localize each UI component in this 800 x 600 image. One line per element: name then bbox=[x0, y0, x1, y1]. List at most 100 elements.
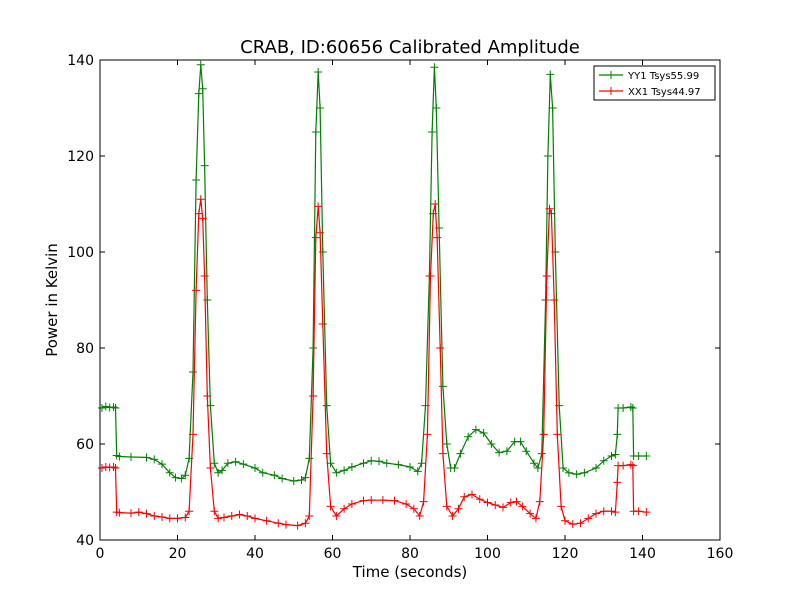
data-point bbox=[198, 214, 207, 223]
data-point bbox=[316, 104, 325, 112]
data-point bbox=[450, 464, 459, 472]
data-point bbox=[409, 504, 418, 513]
data-point bbox=[223, 459, 232, 468]
data-point bbox=[599, 507, 608, 516]
data-point bbox=[185, 507, 194, 516]
data-point bbox=[611, 508, 620, 517]
data-point bbox=[516, 437, 525, 446]
data-point bbox=[557, 502, 566, 511]
data-point bbox=[262, 516, 271, 525]
data-point bbox=[428, 128, 437, 136]
data-point bbox=[192, 286, 201, 295]
data-point bbox=[530, 459, 538, 468]
data-point bbox=[479, 428, 488, 437]
data-point bbox=[464, 432, 473, 441]
data-point bbox=[402, 500, 411, 508]
legend-box bbox=[593, 65, 716, 101]
data-point bbox=[576, 519, 585, 528]
plot-series bbox=[97, 60, 651, 530]
data-point bbox=[322, 449, 331, 458]
data-point bbox=[305, 512, 314, 520]
data-point bbox=[607, 507, 616, 516]
data-point bbox=[642, 452, 651, 460]
data-point bbox=[642, 508, 651, 517]
data-point bbox=[394, 460, 403, 469]
y-tick-label: 120 bbox=[67, 149, 94, 165]
data-point bbox=[235, 510, 244, 519]
legend: YY1 Tsys55.99 XX1 Tsys44.97 bbox=[593, 65, 716, 101]
data-point bbox=[619, 404, 628, 412]
data-point bbox=[634, 507, 643, 516]
data-point bbox=[522, 447, 531, 456]
data-point bbox=[628, 461, 637, 470]
data-point bbox=[495, 448, 504, 457]
data-point bbox=[196, 195, 205, 204]
data-point bbox=[200, 272, 209, 280]
data-point bbox=[301, 519, 310, 528]
data-point bbox=[198, 84, 207, 93]
data-point bbox=[111, 404, 120, 412]
data-point bbox=[499, 503, 507, 512]
data-point bbox=[483, 498, 492, 507]
data-point bbox=[423, 430, 432, 439]
data-point bbox=[311, 233, 320, 242]
x-tick-label: 20 bbox=[169, 546, 187, 562]
x-tick-label: 0 bbox=[96, 546, 105, 562]
data-point bbox=[547, 209, 556, 218]
y-tick-label: 60 bbox=[76, 437, 94, 453]
data-point bbox=[171, 473, 180, 482]
data-point bbox=[318, 320, 327, 328]
data-point bbox=[177, 474, 186, 483]
data-point bbox=[142, 509, 151, 518]
data-point bbox=[189, 368, 197, 376]
data-point bbox=[471, 425, 480, 434]
data-point bbox=[613, 478, 622, 487]
data-point bbox=[340, 466, 349, 475]
data-point bbox=[367, 456, 376, 465]
series-1 bbox=[97, 195, 651, 530]
data-point bbox=[165, 514, 174, 523]
data-point bbox=[282, 520, 290, 529]
data-point bbox=[189, 430, 197, 439]
y-tick-label: 40 bbox=[76, 533, 94, 549]
data-point bbox=[251, 464, 259, 472]
data-point bbox=[430, 63, 439, 72]
data-point bbox=[438, 449, 447, 458]
data-point bbox=[436, 344, 445, 352]
x-axis-label: Time (seconds) bbox=[352, 563, 468, 581]
data-point bbox=[584, 514, 593, 523]
data-point bbox=[442, 502, 451, 511]
data-point bbox=[454, 504, 463, 513]
data-point bbox=[359, 496, 368, 505]
data-point bbox=[347, 500, 356, 508]
data-point bbox=[314, 202, 323, 211]
data-point bbox=[526, 509, 535, 518]
data-point bbox=[293, 521, 302, 530]
data-point bbox=[553, 430, 562, 439]
legend-entry-1: XX1 Tsys44.97 bbox=[599, 87, 701, 98]
x-tick-label: 60 bbox=[324, 546, 342, 562]
data-point bbox=[592, 464, 600, 472]
data-point bbox=[142, 453, 151, 462]
data-point bbox=[559, 464, 568, 472]
legend-entry-0: YY1 Tsys55.99 bbox=[599, 71, 699, 82]
data-point bbox=[158, 460, 166, 469]
data-point bbox=[301, 473, 310, 482]
data-point bbox=[309, 344, 318, 352]
data-point bbox=[487, 440, 496, 448]
data-point bbox=[192, 176, 201, 184]
legend-marker bbox=[607, 87, 615, 95]
data-point bbox=[628, 404, 637, 412]
data-point bbox=[127, 452, 135, 461]
x-tick-label: 160 bbox=[707, 546, 734, 562]
y-tick-label: 140 bbox=[67, 53, 94, 69]
data-point bbox=[194, 89, 203, 98]
data-point bbox=[546, 70, 555, 79]
data-point bbox=[218, 466, 227, 475]
data-point bbox=[580, 468, 589, 477]
data-point bbox=[564, 468, 573, 477]
data-point bbox=[375, 457, 383, 466]
data-point bbox=[468, 490, 476, 499]
data-point bbox=[239, 460, 248, 469]
